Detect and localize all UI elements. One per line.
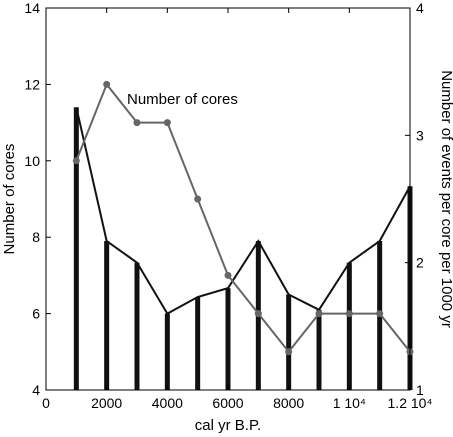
- x-tick-label: 6000: [212, 395, 243, 411]
- y-left-tick-label: 10: [24, 153, 40, 169]
- event-rate-bar: [104, 241, 110, 390]
- x-tick-label: 8000: [273, 395, 304, 411]
- y-left-tick-label: 8: [32, 229, 40, 245]
- x-tick-label: 2000: [91, 395, 122, 411]
- event-rate-line: [75, 107, 411, 315]
- y-right-tick-label: 2: [416, 255, 424, 271]
- y-left-tick-label: 12: [24, 76, 40, 92]
- number-of-cores-point: [224, 271, 232, 279]
- number-of-cores-line: [75, 82, 411, 354]
- y-left-tick-label: 14: [24, 0, 40, 16]
- event-rate-bar: [225, 288, 231, 390]
- number-of-cores-point: [194, 195, 202, 203]
- y-left-axis-title: Number of cores: [1, 144, 18, 255]
- y-right-axis-title: Number of events per core per 1000 yr: [438, 70, 453, 328]
- event-rate-bar: [346, 262, 352, 390]
- event-rate-bar: [164, 313, 170, 390]
- y-left-tick-label: 4: [32, 382, 40, 398]
- number-of-cores-point: [103, 80, 111, 88]
- number-of-cores-point: [133, 119, 141, 127]
- x-tick-label: 1 10⁴: [333, 395, 366, 411]
- x-axis-title: cal yr B.P.: [195, 417, 261, 434]
- event-rate-bar: [316, 309, 322, 390]
- series-annotation-number-of-cores: Number of cores: [127, 91, 238, 108]
- event-rate-bar: [195, 297, 201, 390]
- number-of-cores-point: [163, 119, 171, 127]
- y-left-tick-label: 6: [32, 306, 40, 322]
- x-tick-label: 1.2 10⁴: [388, 395, 433, 411]
- y-right-tick-label: 3: [416, 127, 424, 143]
- number-of-cores-point: [376, 310, 384, 318]
- y-right-tick-label: 1: [416, 382, 424, 398]
- number-of-cores-point: [315, 310, 323, 318]
- x-tick-label: 4000: [152, 395, 183, 411]
- number-of-cores-point: [345, 310, 353, 318]
- number-of-cores-point: [254, 310, 262, 318]
- event-rate-bar: [73, 107, 79, 390]
- event-rate-bar: [134, 262, 140, 390]
- plot-frame: [45, 7, 411, 391]
- number-of-cores-point: [285, 348, 293, 356]
- x-tick-label: 0: [42, 395, 50, 411]
- number-of-cores-point: [72, 157, 80, 165]
- event-rate-bar: [286, 294, 292, 390]
- y-right-tick-label: 4: [416, 0, 424, 16]
